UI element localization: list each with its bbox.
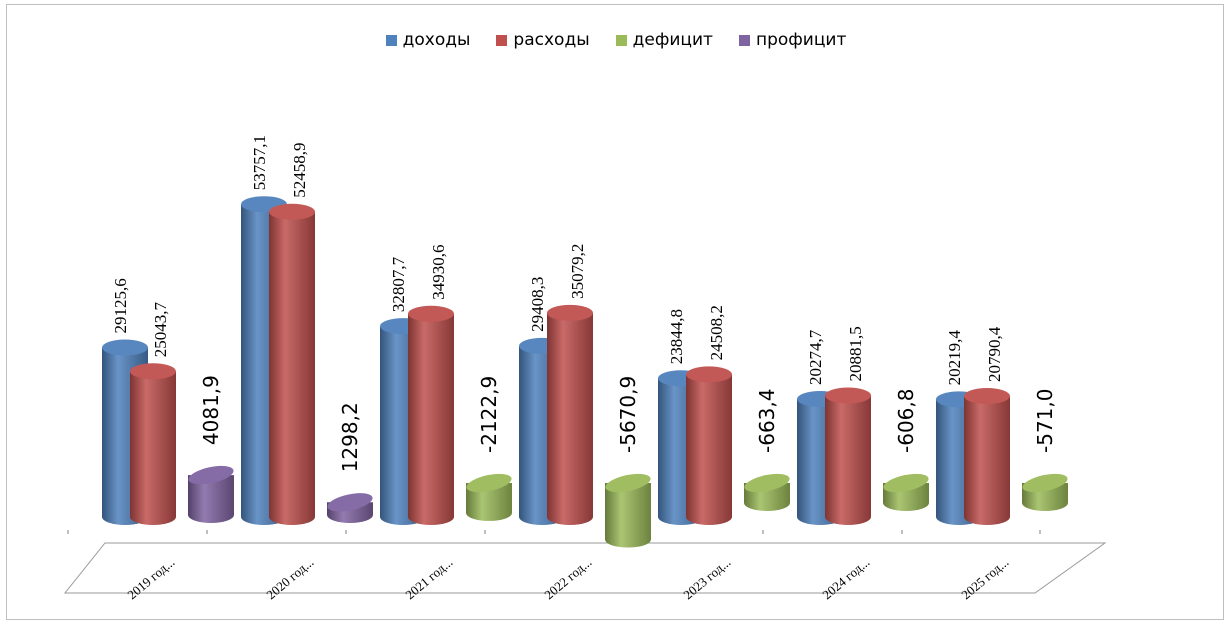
bar-body	[964, 396, 1010, 525]
data-label: 1298,2	[338, 402, 362, 472]
category-label: 2019 год...	[124, 554, 177, 602]
bar-body	[130, 371, 176, 525]
bar	[466, 473, 512, 521]
bar-cap	[188, 465, 234, 485]
bar	[744, 473, 790, 511]
legend-swatch-expenses	[496, 34, 508, 46]
bar-body	[605, 483, 651, 548]
bar	[883, 473, 929, 511]
category-label: 2022 год...	[541, 554, 594, 602]
legend-item-income: доходы	[385, 30, 471, 50]
legend-item-deficit: дефицит	[615, 30, 713, 50]
data-label: 20881,5	[846, 326, 865, 381]
bar-cap	[883, 473, 929, 493]
legend-item-surplus: профицит	[738, 30, 847, 50]
data-label: 23844,8	[667, 309, 686, 364]
bar-body	[269, 211, 315, 526]
legend-swatch-deficit	[615, 34, 627, 46]
bar	[686, 366, 732, 525]
bar	[825, 387, 871, 525]
category-label: 2023 год...	[680, 554, 733, 602]
labels-layer: 29125,6 25043,7 4081,9 53757,1 52458,9 1298,2…	[111, 135, 1057, 472]
bar-cap	[605, 473, 651, 493]
category-label: 2021 год...	[402, 554, 455, 602]
data-label: 24508,2	[707, 305, 726, 360]
bar-cap	[744, 473, 790, 493]
bar-body	[408, 313, 454, 525]
data-label: -571,0	[1033, 389, 1057, 453]
bar	[1022, 473, 1068, 511]
data-label: 20790,4	[985, 326, 1004, 382]
bar-cap	[825, 387, 871, 404]
data-label: 53757,1	[250, 135, 269, 190]
legend-label-income: доходы	[402, 30, 471, 50]
data-label: -606,8	[894, 389, 918, 453]
bar	[964, 388, 1010, 525]
bar-cap	[102, 339, 148, 356]
data-label: -5670,9	[616, 376, 640, 453]
bar-cap	[964, 388, 1010, 405]
bar	[605, 473, 651, 548]
data-label: 29125,6	[111, 278, 130, 333]
bar-body	[547, 312, 593, 525]
data-label: 4081,9	[199, 375, 223, 445]
category-label: 2025 год...	[958, 554, 1011, 602]
bar-cap	[327, 493, 373, 512]
data-label: 52458,9	[290, 143, 309, 198]
bar-body	[686, 374, 732, 525]
data-label: 20219,4	[945, 330, 964, 386]
legend-swatch-surplus	[738, 34, 750, 46]
chart-floor: 2019 год... 2020 год... 2021 год... 2022 го…	[63, 530, 1107, 602]
bar-body	[825, 395, 871, 525]
bar-cap	[547, 304, 593, 321]
bar	[408, 305, 454, 525]
data-label: 34930,6	[429, 244, 448, 299]
legend-label-surplus: профицит	[755, 30, 847, 50]
category-label: 2020 год...	[263, 554, 316, 602]
legend: доходы расходы дефицит профицит	[0, 30, 1232, 50]
data-label: 25043,7	[151, 302, 170, 358]
bar	[547, 304, 593, 525]
bar	[327, 493, 373, 523]
bar-body	[466, 483, 512, 521]
data-label: 20274,7	[806, 329, 825, 385]
legend-swatch-income	[385, 34, 397, 46]
legend-label-deficit: дефицит	[632, 30, 713, 50]
bars-layer	[102, 196, 1068, 548]
bar-body	[188, 475, 234, 523]
category-label: 2024 год...	[819, 554, 872, 602]
bar-cap	[1022, 473, 1068, 493]
bar	[269, 203, 315, 526]
bar-cap	[466, 473, 512, 493]
bar	[188, 465, 234, 523]
data-label: -2122,9	[477, 376, 501, 453]
legend-label-expenses: расходы	[513, 30, 590, 50]
data-label: 35079,2	[568, 244, 587, 299]
bar-cap	[686, 366, 732, 383]
bar-cap	[269, 203, 315, 220]
data-label: 29408,3	[528, 277, 547, 332]
legend-item-expenses: расходы	[496, 30, 590, 50]
bar	[130, 363, 176, 525]
bar-cap	[130, 363, 176, 380]
data-label: -663,4	[755, 389, 779, 453]
data-label: 32807,7	[389, 256, 408, 312]
bar-cap	[408, 305, 454, 322]
